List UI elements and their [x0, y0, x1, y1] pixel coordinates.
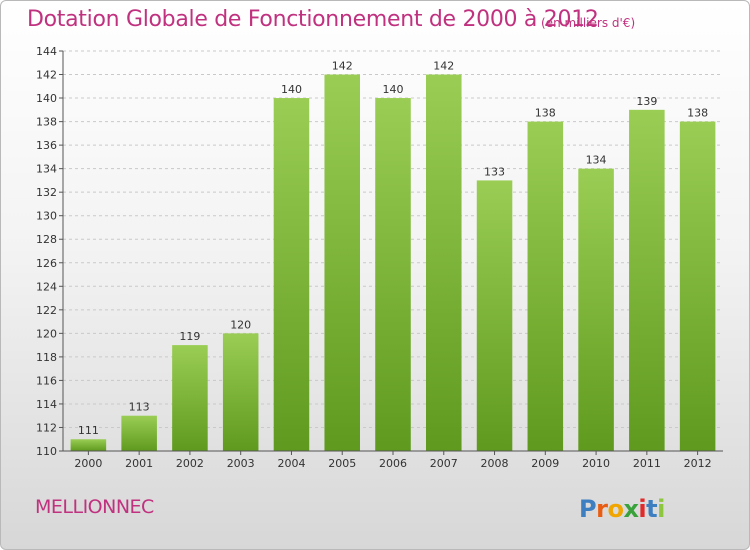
logo-letter: i — [638, 495, 647, 523]
y-tick-label: 114 — [36, 398, 57, 411]
bar-2006 — [375, 98, 411, 451]
data-label-2011: 139 — [636, 95, 657, 108]
data-label-2008: 133 — [484, 165, 505, 178]
y-tick-label: 128 — [36, 233, 57, 246]
x-tick-label: 2002 — [176, 457, 204, 470]
y-tick-label: 110 — [36, 445, 57, 458]
y-tick-label: 118 — [36, 351, 57, 364]
x-tick-label: 2004 — [277, 457, 305, 470]
x-tick-label: 2001 — [125, 457, 153, 470]
data-label-2012: 138 — [687, 107, 708, 120]
logo-letter: t — [646, 495, 658, 523]
y-tick-label: 122 — [36, 304, 57, 317]
bar-2010 — [578, 168, 614, 451]
x-tick-label: 2003 — [227, 457, 255, 470]
bar-2004 — [273, 98, 310, 451]
bars: 111 113 119 120 140 142 140 142 133 138 134 139 138 — [70, 60, 716, 452]
bar-2008 — [476, 180, 513, 452]
y-tick-label: 112 — [36, 421, 57, 434]
bar-2009 — [527, 121, 564, 452]
x-tick-label: 2006 — [379, 457, 407, 470]
y-tick-label: 116 — [36, 374, 57, 387]
y-tick-label: 138 — [36, 116, 57, 129]
bar-2007 — [426, 74, 462, 451]
chart-unit-label: (en milliers d'€) — [541, 16, 636, 30]
logo-letter: P — [579, 495, 597, 523]
x-tick-label: 2012 — [684, 457, 712, 470]
data-label-2004: 140 — [281, 83, 302, 96]
data-label-2005: 142 — [332, 60, 353, 73]
logo-letter: i — [657, 495, 665, 523]
data-label-2007: 142 — [433, 60, 454, 73]
bar-2003 — [222, 333, 259, 451]
y-tick-label: 134 — [36, 163, 57, 176]
data-label-2002: 119 — [179, 330, 200, 343]
y-tick-label: 130 — [36, 210, 57, 223]
bar-2000 — [70, 439, 107, 451]
proxiti-logo: Proxiti — [579, 495, 665, 523]
y-tick-label: 120 — [36, 327, 57, 340]
data-label-2003: 120 — [230, 318, 251, 331]
commune-name: MELLIONNEC — [35, 496, 154, 518]
y-tick-label: 140 — [36, 92, 57, 105]
data-label-2009: 138 — [535, 107, 556, 120]
bar-2005 — [324, 74, 360, 451]
y-tick-label: 124 — [36, 280, 57, 293]
x-tick-label: 2009 — [531, 457, 559, 470]
logo-letter: x — [623, 495, 639, 523]
y-tick-label: 126 — [36, 257, 57, 270]
data-label-2000: 111 — [78, 424, 99, 437]
chart-title: Dotation Globale de Fonctionnement de 20… — [27, 7, 599, 32]
x-tick-label: 2007 — [430, 457, 458, 470]
y-tick-label: 142 — [36, 69, 57, 82]
data-label-2001: 113 — [129, 401, 150, 414]
bar-2001 — [121, 415, 157, 451]
bar-2012 — [679, 121, 716, 452]
x-tick-label: 2008 — [481, 457, 509, 470]
y-tick-label: 144 — [36, 45, 57, 58]
data-label-2010: 134 — [586, 154, 607, 167]
data-label-2006: 140 — [383, 83, 404, 96]
x-tick-label: 2005 — [328, 457, 356, 470]
bar-2011 — [629, 109, 665, 451]
bar-2002 — [172, 345, 208, 451]
x-tick-label: 2011 — [633, 457, 661, 470]
axes: 1101121141161181201221241261281301321341… — [36, 45, 723, 470]
x-tick-label: 2000 — [74, 457, 102, 470]
x-tick-label: 2010 — [582, 457, 610, 470]
logo-letter: r — [596, 495, 608, 523]
logo-letter: o — [607, 495, 624, 523]
y-tick-label: 136 — [36, 139, 57, 152]
y-tick-label: 132 — [36, 186, 57, 199]
